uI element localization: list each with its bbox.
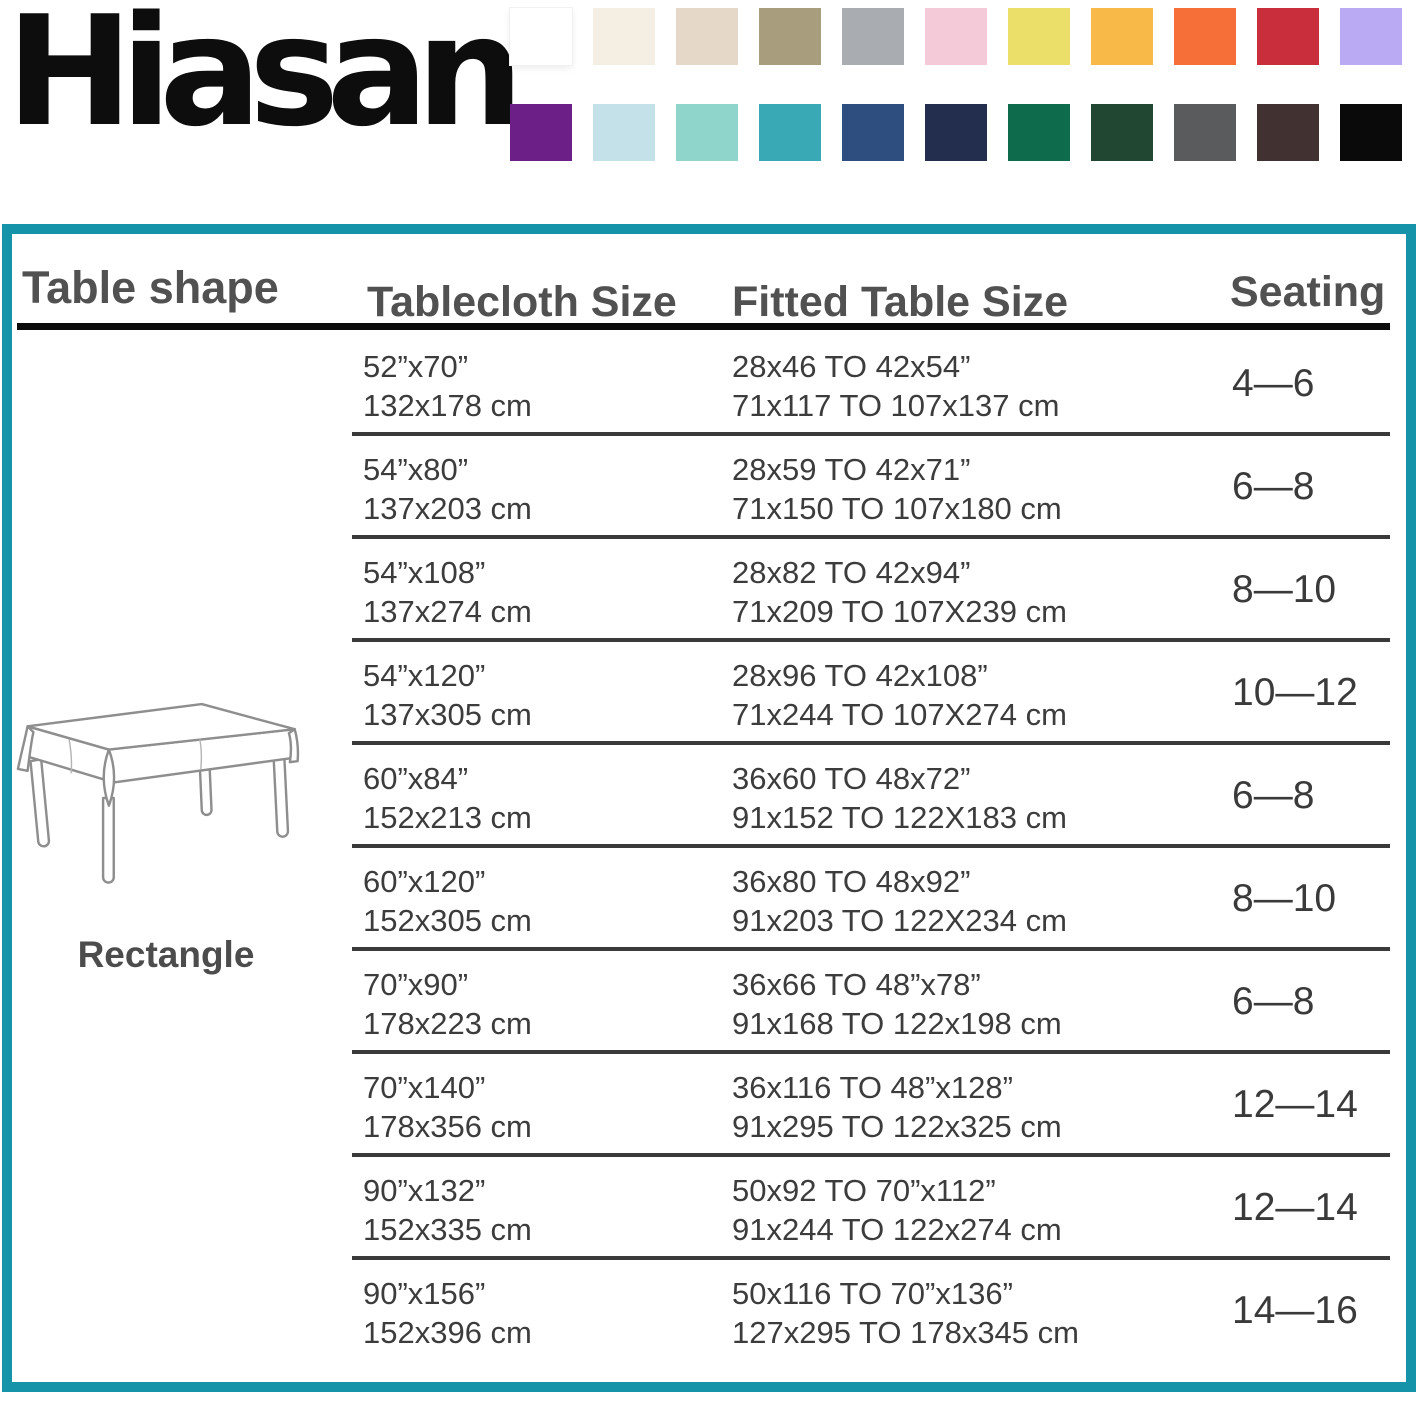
color-swatch-light-blue [593, 104, 655, 161]
table-row: 70”x140” 178x356 cm 36x116 TO 48”x128” 9… [12, 1054, 1406, 1157]
tablecloth-size-inches: 90”x132” [363, 1173, 486, 1208]
table-row: 60”x84” 152x213 cm 36x60 TO 48x72” 91x15… [12, 745, 1406, 848]
tablecloth-size-inches: 70”x90” [363, 967, 469, 1002]
color-swatch-dark-navy [925, 104, 987, 161]
tablecloth-size-cm: 137x305 cm [363, 697, 532, 732]
table-row: 54”x120” 137x305 cm 28x96 TO 42x108” 71x… [12, 642, 1406, 745]
tablecloth-size-inches: 90”x156” [363, 1276, 486, 1311]
tablecloth-size-cm: 152x335 cm [363, 1212, 532, 1247]
color-swatch-beige [676, 8, 738, 65]
tablecloth-size-cm: 137x274 cm [363, 594, 532, 629]
fitted-size-cm: 91x203 TO 122X234 cm [732, 903, 1067, 938]
color-swatch-forest-green [1091, 104, 1153, 161]
fitted-size-inches: 28x59 TO 42x71” [732, 452, 971, 487]
tablecloth-size-inches: 54”x80” [363, 452, 469, 487]
seating-value: 6—8 [1232, 980, 1315, 1023]
color-swatch-lavender [1340, 8, 1402, 65]
column-header-tablecloth-size: Tablecloth Size [367, 278, 677, 326]
size-rows: 52”x70” 132x178 cm 28x46 TO 42x54” 71x11… [12, 333, 1406, 1363]
seating-value: 8—10 [1232, 568, 1337, 611]
color-swatch-orange [1174, 8, 1236, 65]
fitted-size-cm: 91x168 TO 122x198 cm [732, 1006, 1062, 1041]
color-swatch-emerald-green [1008, 104, 1070, 161]
seating-value: 14—16 [1232, 1289, 1358, 1332]
header-underline [17, 323, 1390, 330]
color-swatch-grey [842, 8, 904, 65]
seating-value: 6—8 [1232, 774, 1315, 817]
tablecloth-size-cm: 152x396 cm [363, 1315, 532, 1350]
fitted-size-cm: 71x117 TO 107x137 cm [732, 388, 1060, 423]
table-row: 90”x132” 152x335 cm 50x92 TO 70”x112” 91… [12, 1157, 1406, 1260]
seating-value: 8—10 [1232, 877, 1337, 920]
brand-logo: Hiasan [6, 0, 524, 160]
fitted-size-inches: 50x116 TO 70”x136” [732, 1276, 1013, 1311]
seating-value: 6—8 [1232, 465, 1315, 508]
table-row: 60”x120” 152x305 cm 36x80 TO 48x92” 91x2… [12, 848, 1406, 951]
fitted-size-inches: 28x46 TO 42x54” [732, 349, 971, 384]
color-swatch-teal [759, 104, 821, 161]
fitted-size-cm: 71x244 TO 107X274 cm [732, 697, 1067, 732]
table-row: 54”x80” 137x203 cm 28x59 TO 42x71” 71x15… [12, 436, 1406, 539]
fitted-size-cm: 91x152 TO 122X183 cm [732, 800, 1067, 835]
table-shape-column: Rectangle [16, 696, 326, 976]
table-row: 70”x90” 178x223 cm 36x66 TO 48”x78” 91x1… [12, 951, 1406, 1054]
color-swatch-red [1257, 8, 1319, 65]
tablecloth-size-cm: 152x305 cm [363, 903, 532, 938]
tablecloth-size-cm: 178x356 cm [363, 1109, 532, 1144]
table-row: 54”x108” 137x274 cm 28x82 TO 42x94” 71x2… [12, 539, 1406, 642]
fitted-size-cm: 91x244 TO 122x274 cm [732, 1212, 1062, 1247]
fitted-size-cm: 91x295 TO 122x325 cm [732, 1109, 1062, 1144]
tablecloth-size-cm: 152x213 cm [363, 800, 532, 835]
tablecloth-size-cm: 178x223 cm [363, 1006, 532, 1041]
color-swatch-taupe [759, 8, 821, 65]
fitted-size-inches: 28x96 TO 42x108” [732, 658, 988, 693]
size-chart-card: Table shape Tablecloth Size Fitted Table… [2, 224, 1416, 1392]
color-swatch-aqua [676, 104, 738, 161]
color-swatch-navy-blue [842, 104, 904, 161]
color-swatch-dark-grey [1174, 104, 1236, 161]
fitted-size-inches: 36x80 TO 48x92” [732, 864, 971, 899]
fitted-size-inches: 50x92 TO 70”x112” [732, 1173, 996, 1208]
color-swatch-dark-brown [1257, 104, 1319, 161]
tablecloth-size-cm: 137x203 cm [363, 491, 532, 526]
tablecloth-size-inches: 70”x140” [363, 1070, 486, 1105]
color-swatch-purple [510, 104, 572, 161]
column-header-seating: Seating [1230, 268, 1386, 316]
shape-label: Rectangle [77, 934, 255, 975]
rectangle-table-icon [16, 702, 300, 884]
column-header-fitted-table-size: Fitted Table Size [732, 278, 1069, 326]
tablecloth-size-inches: 54”x108” [363, 555, 486, 590]
seating-value: 4—6 [1232, 362, 1315, 405]
column-header-table-shape: Table shape [22, 262, 279, 313]
fitted-size-cm: 127x295 TO 178x345 cm [732, 1315, 1079, 1350]
seating-value: 12—14 [1232, 1083, 1358, 1126]
table-row: 52”x70” 132x178 cm 28x46 TO 42x54” 71x11… [12, 333, 1406, 436]
table-row: 90”x156” 152x396 cm 50x116 TO 70”x136” 1… [12, 1260, 1406, 1363]
tablecloth-size-inches: 54”x120” [363, 658, 486, 693]
fitted-size-cm: 71x150 TO 107x180 cm [732, 491, 1062, 526]
tablecloth-size-cm: 132x178 cm [363, 388, 532, 423]
color-swatch-pink [925, 8, 987, 65]
fitted-size-cm: 71x209 TO 107X239 cm [732, 594, 1067, 629]
tablecloth-size-inches: 52”x70” [363, 349, 469, 384]
color-swatch-grid [510, 8, 1402, 161]
color-swatch-yellow [1008, 8, 1070, 65]
color-swatch-gold [1091, 8, 1153, 65]
fitted-size-inches: 36x66 TO 48”x78” [732, 967, 981, 1002]
color-swatch-black [1340, 104, 1402, 161]
tablecloth-size-inches: 60”x120” [363, 864, 486, 899]
fitted-size-inches: 36x116 TO 48”x128” [732, 1070, 1013, 1105]
color-swatch-white [510, 8, 572, 65]
seating-value: 10—12 [1232, 671, 1358, 714]
color-swatch-ivory [593, 8, 655, 65]
seating-value: 12—14 [1232, 1186, 1358, 1229]
fitted-size-inches: 36x60 TO 48x72” [732, 761, 971, 796]
tablecloth-size-inches: 60”x84” [363, 761, 469, 796]
fitted-size-inches: 28x82 TO 42x94” [732, 555, 971, 590]
